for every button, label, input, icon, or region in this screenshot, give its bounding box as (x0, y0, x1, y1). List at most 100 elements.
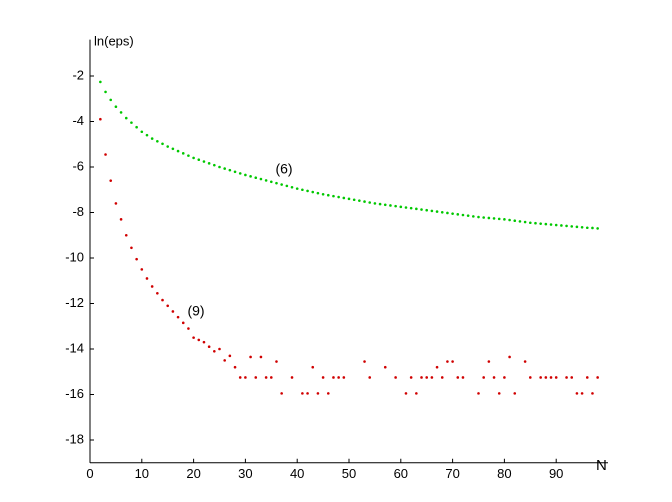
point (135, 257, 138, 261)
point (238, 172, 242, 175)
point (368, 201, 372, 204)
point (264, 376, 268, 379)
point (140, 130, 144, 134)
point (171, 147, 175, 151)
point (150, 285, 154, 288)
point (575, 225, 579, 229)
point (104, 90, 107, 94)
point (156, 139, 159, 143)
point (176, 315, 180, 319)
point (544, 376, 548, 379)
point (280, 183, 283, 186)
point (233, 170, 237, 174)
y-tick-label: -10 (65, 249, 84, 264)
point (192, 336, 195, 339)
point (415, 207, 418, 211)
x-tick-label: 20 (186, 466, 200, 481)
point (456, 213, 460, 216)
y-tick-label: -18 (65, 431, 84, 446)
point (487, 360, 491, 363)
point (181, 152, 185, 155)
point (591, 226, 594, 230)
point (254, 376, 258, 379)
point (109, 179, 113, 182)
point (99, 80, 102, 84)
point (461, 376, 465, 379)
point (161, 142, 164, 146)
point (223, 167, 226, 170)
point (508, 355, 511, 359)
point (497, 217, 501, 221)
point (399, 205, 403, 209)
point (565, 376, 568, 379)
point (580, 392, 584, 395)
point (575, 392, 579, 395)
point (409, 376, 413, 379)
point (176, 149, 180, 153)
point (114, 105, 118, 109)
point (415, 392, 418, 395)
point (202, 160, 206, 163)
point (352, 198, 356, 202)
point (187, 154, 190, 157)
point (130, 246, 133, 250)
point (213, 349, 216, 353)
point (425, 376, 429, 379)
point (290, 185, 294, 189)
point (207, 345, 211, 349)
point (570, 225, 574, 228)
point (249, 175, 252, 178)
point (244, 173, 247, 177)
point (451, 212, 454, 215)
point (585, 376, 589, 379)
point (259, 355, 263, 359)
point (389, 204, 392, 207)
point (264, 179, 268, 182)
point (440, 210, 444, 214)
point (270, 180, 273, 184)
point (461, 213, 465, 217)
point (321, 193, 325, 196)
annotation: (9) (187, 303, 204, 319)
point (466, 214, 470, 217)
point (150, 137, 154, 140)
point (316, 191, 320, 195)
point (456, 376, 460, 379)
point (166, 304, 169, 308)
point (306, 189, 309, 193)
point (383, 203, 387, 207)
point (539, 376, 542, 379)
point (342, 196, 346, 200)
point (171, 310, 175, 313)
annotation: (6) (275, 161, 292, 177)
y-tick-label: -8 (72, 204, 84, 219)
point (233, 365, 237, 369)
point (249, 355, 252, 359)
point (565, 224, 568, 228)
point (244, 376, 247, 379)
point (378, 202, 382, 206)
point (503, 218, 506, 221)
x-tick-label: 0 (86, 466, 93, 481)
point (420, 376, 423, 379)
point (534, 221, 537, 225)
point (228, 354, 232, 358)
point (295, 187, 299, 190)
x-tick-label: 90 (549, 466, 563, 481)
point (585, 226, 589, 230)
point (518, 220, 522, 223)
point (446, 211, 449, 215)
point (373, 202, 377, 205)
y-axis-label: ln(eps) (94, 33, 134, 48)
point (430, 376, 434, 379)
point (409, 206, 413, 210)
point (487, 216, 491, 220)
point (513, 392, 517, 395)
point (560, 224, 563, 227)
point (430, 209, 434, 213)
point (254, 176, 258, 179)
point (119, 218, 123, 221)
point (140, 268, 144, 271)
y-tick-label: -4 (72, 113, 84, 128)
